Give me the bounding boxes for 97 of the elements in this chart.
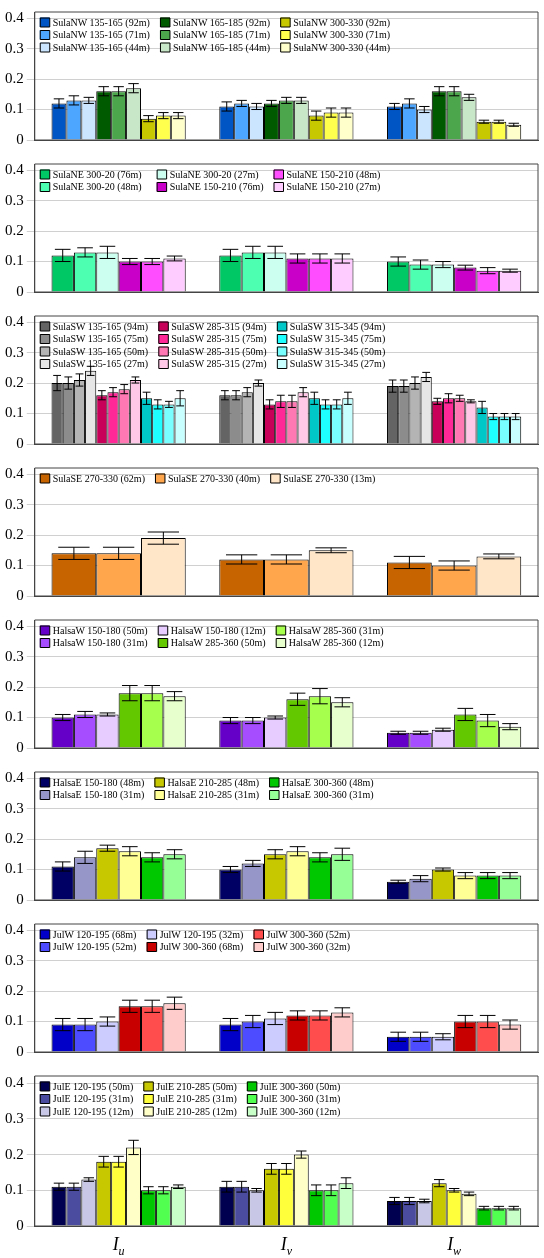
legend-label: JulW 120-195 (52m) (52, 941, 137, 954)
legend-label: SulaNW 165-185 (44m) (172, 41, 270, 54)
legend-label: JulE 210-285 (50m) (156, 1080, 237, 1093)
legend-label: HalsaW 285-360 (12m) (288, 637, 384, 650)
legend-label: JulE 120-195 (50m) (52, 1080, 134, 1093)
legend-label: SulaSE 270-330 (13m) (283, 472, 376, 485)
legend-label: JulE 300-360 (50m) (259, 1080, 341, 1093)
legend-label: HalsaE 300-360 (31m) (282, 789, 374, 802)
y-tick-label: 0.2 (5, 981, 24, 998)
legend-label: SulaSW 315-345 (75m) (289, 333, 386, 346)
y-tick-label: 0.1 (5, 708, 24, 725)
y-tick-label: 0.4 (5, 769, 25, 786)
legend-label: SulaNW 300-330 (44m) (293, 41, 391, 54)
legend-label: SulaSW 135-165 (27m) (52, 358, 149, 371)
y-tick-label: 0 (16, 282, 24, 299)
y-tick-label: 0.3 (5, 343, 24, 360)
legend-label: SulaNE 150-210 (76m) (169, 181, 264, 194)
y-tick-label: 0.4 (5, 617, 25, 634)
legend-label: HalsaE 210-285 (48m) (167, 776, 260, 789)
y-tick-label: 0.1 (5, 556, 24, 573)
legend-label: SulaSW 285-315 (27m) (171, 358, 267, 371)
y-tick-label: 0.2 (5, 221, 24, 238)
y-tick-label: 0 (16, 130, 24, 147)
legend-label: SulaSW 135-165 (50m) (52, 345, 149, 358)
legend-label: HalsaE 210-285 (31m) (167, 789, 260, 802)
y-tick-label: 0.1 (5, 100, 24, 117)
y-tick-label: 0.2 (5, 1145, 24, 1162)
legend-label: SulaNE 300-20 (48m) (52, 181, 142, 194)
legend-label: SulaSW 285-315 (50m) (171, 345, 267, 358)
y-tick-label: 0.4 (5, 921, 25, 938)
y-tick-label: 0.3 (5, 647, 24, 664)
y-tick-label: 0 (16, 1042, 24, 1059)
legend-label: JulE 120-195 (31m) (52, 1093, 134, 1106)
y-tick-label: 0.3 (5, 1109, 24, 1126)
legend-label: JulE 300-360 (31m) (259, 1093, 341, 1106)
legend-label: SulaNE 150-210 (48m) (286, 168, 381, 181)
y-tick-label: 0.4 (5, 9, 25, 26)
legend-label: SulaNW 135-165 (44m) (52, 41, 150, 54)
legend-label: SulaNW 300-330 (71m) (293, 29, 391, 42)
legend-label: JulE 210-285 (31m) (156, 1093, 237, 1106)
legend-label: JulW 300-360 (52m) (266, 928, 351, 941)
y-tick-label: 0.2 (5, 829, 24, 846)
legend-label: JulW 300-360 (32m) (266, 941, 351, 954)
y-tick-label: 0.4 (5, 313, 25, 330)
y-tick-label: 0.4 (5, 161, 25, 178)
legend-label: HalsaE 150-180 (48m) (52, 776, 145, 789)
legend-label: SulaNE 150-210 (27m) (286, 181, 381, 194)
y-tick-label: 0 (16, 586, 24, 603)
legend-label: HalsaE 150-180 (31m) (52, 789, 145, 802)
legend-label: SulaSW 135-165 (75m) (52, 333, 149, 346)
y-tick-label: 0.3 (5, 951, 24, 968)
legend-label: JulW 120-195 (68m) (52, 928, 137, 941)
legend-label: JulW 300-360 (68m) (159, 941, 244, 954)
y-tick-label: 0 (16, 434, 24, 451)
legend-label: JulE 120-195 (12m) (52, 1105, 134, 1118)
legend-label: SulaSE 270-330 (62m) (52, 472, 145, 485)
y-tick-label: 0.1 (5, 1181, 24, 1198)
legend-label: HalsaW 150-180 (12m) (170, 624, 266, 637)
legend-label: SulaSW 315-345 (50m) (289, 345, 386, 358)
y-tick-label: 0 (16, 890, 24, 907)
legend-label: SulaSE 270-330 (40m) (167, 472, 261, 485)
legend-label: HalsaW 150-180 (31m) (52, 637, 148, 650)
y-tick-label: 0 (16, 1216, 24, 1233)
legend-label: SulaNW 165-185 (71m) (172, 29, 270, 42)
y-tick-label: 0.4 (5, 1074, 25, 1091)
y-tick-label: 0.3 (5, 799, 24, 816)
legend-label: SulaNW 300-330 (92m) (293, 16, 391, 29)
legend-label: JulW 120-195 (32m) (159, 928, 244, 941)
y-tick-label: 0.3 (5, 39, 24, 56)
legend-label: JulE 300-360 (12m) (259, 1105, 341, 1118)
legend-label: HalsaW 285-360 (50m) (170, 637, 266, 650)
legend-label: SulaSW 315-345 (94m) (289, 320, 386, 333)
y-tick-label: 0.1 (5, 404, 24, 421)
legend-label: SulaSW 285-315 (75m) (171, 333, 267, 346)
y-tick-label: 0.3 (5, 495, 24, 512)
legend-label: SulaSW 315-345 (27m) (289, 358, 386, 371)
y-tick-label: 0.1 (5, 860, 24, 877)
legend-label: SulaNW 135-165 (92m) (52, 16, 150, 29)
legend-label: SulaSW 285-315 (94m) (171, 320, 267, 333)
legend-label: SulaNE 300-20 (76m) (52, 168, 142, 181)
y-tick-label: 0.4 (5, 465, 25, 482)
legend-label: JulE 210-285 (12m) (156, 1105, 237, 1118)
legend-label: SulaNW 135-165 (71m) (52, 29, 150, 42)
legend-label: SulaNW 165-185 (92m) (172, 16, 270, 29)
y-tick-label: 0.1 (5, 1012, 24, 1029)
y-tick-label: 0 (16, 738, 24, 755)
y-tick-label: 0.2 (5, 69, 24, 86)
y-tick-label: 0.2 (5, 373, 24, 390)
legend-label: HalsaE 300-360 (48m) (282, 776, 374, 789)
y-tick-label: 0.2 (5, 677, 24, 694)
legend-label: HalsaW 150-180 (50m) (52, 624, 148, 637)
legend-label: SulaNE 300-20 (27m) (169, 168, 259, 181)
y-tick-label: 0.2 (5, 525, 24, 542)
y-tick-label: 0.1 (5, 252, 24, 269)
legend-label: HalsaW 285-360 (31m) (288, 624, 384, 637)
y-tick-label: 0.3 (5, 191, 24, 208)
legend-label: SulaSW 135-165 (94m) (52, 320, 149, 333)
